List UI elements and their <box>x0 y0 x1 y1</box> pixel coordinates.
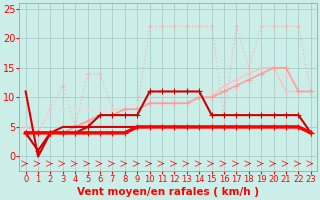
X-axis label: Vent moyen/en rafales ( km/h ): Vent moyen/en rafales ( km/h ) <box>77 187 259 197</box>
